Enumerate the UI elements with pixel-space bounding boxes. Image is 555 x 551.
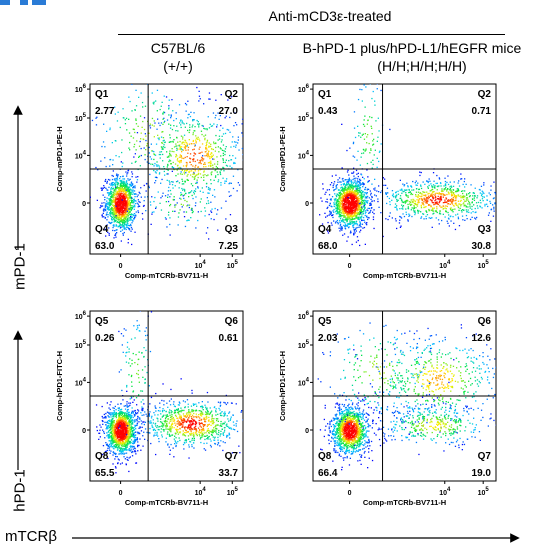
quadrant-name: Q1 bbox=[318, 89, 332, 100]
quadrant-percent: 0.61 bbox=[219, 333, 239, 344]
x-tick-label: 0 bbox=[348, 263, 352, 270]
quadrant-percent: 65.5 bbox=[95, 468, 115, 479]
group-right-name: B-hPD-1 plus/hPD-L1/hEGFR mice bbox=[302, 40, 522, 56]
quadrant-name: Q2 bbox=[478, 89, 492, 100]
group-left-name: C57BL/6 bbox=[150, 40, 206, 56]
quadrant-name: Q6 bbox=[225, 316, 239, 327]
y-axis-title: Comp-hPD1-FITC-H bbox=[278, 351, 287, 421]
quadrant-name: Q3 bbox=[478, 224, 492, 235]
group-right-genotype: (H/H;H/H;H/H) bbox=[377, 58, 467, 74]
x-tick-label: 104 bbox=[439, 260, 451, 270]
x-axis-title: Comp-mTCRb-BV711-H bbox=[363, 498, 446, 507]
quadrant-name: Q8 bbox=[318, 451, 332, 462]
quadrant-name: Q4 bbox=[318, 224, 332, 235]
treatment-label: Anti-mCD3ε-treated bbox=[268, 8, 392, 24]
quadrant-percent: 2.03 bbox=[318, 333, 338, 344]
y-axis-title: Comp-mPD1-PE-H bbox=[55, 126, 64, 191]
y-tick-label: 106 bbox=[298, 84, 310, 94]
quadrant-name: Q7 bbox=[225, 451, 239, 462]
x-tick-label: 104 bbox=[195, 487, 207, 497]
quadrant-name: Q6 bbox=[478, 316, 492, 327]
quadrant-name: Q3 bbox=[225, 224, 239, 235]
y-tick-label: 106 bbox=[75, 311, 87, 321]
x-tick-label: 0 bbox=[348, 490, 352, 497]
y-axis-title: Comp-mPD1-PE-H bbox=[278, 126, 287, 191]
x-tick-label: 105 bbox=[227, 487, 239, 497]
quadrant-percent: 0.43 bbox=[318, 106, 338, 117]
x-tick-label: 104 bbox=[439, 487, 451, 497]
y-tick-label: 104 bbox=[75, 150, 87, 160]
plot-top-left: Q1 2.77 Q2 27.0 Q3 7.25 Q4 63.0 0 104 105 106 0 104 10… bbox=[55, 83, 244, 280]
quadrant-name: Q5 bbox=[95, 316, 109, 327]
header-divider bbox=[118, 34, 505, 35]
y-tick-label: 106 bbox=[75, 84, 87, 94]
logo-fragment bbox=[0, 0, 48, 6]
x-tick-label: 105 bbox=[478, 260, 490, 270]
event-cloud bbox=[317, 322, 496, 471]
x-axis-title: Comp-mTCRb-BV711-H bbox=[125, 271, 208, 280]
quadrant-percent: 2.77 bbox=[95, 106, 115, 117]
x-axis-title: Comp-mTCRb-BV711-H bbox=[363, 271, 446, 280]
x-tick-label: 0 bbox=[119, 263, 123, 270]
group-left-genotype: (+/+) bbox=[163, 58, 193, 74]
quadrant-percent: 7.25 bbox=[219, 241, 239, 252]
quadrant-percent: 63.0 bbox=[95, 241, 115, 252]
quadrant-percent: 66.4 bbox=[318, 468, 338, 479]
y-tick-label: 0 bbox=[82, 201, 86, 208]
y-tick-label: 0 bbox=[305, 428, 309, 435]
plot-bottom-left: Q5 0.26 Q6 0.61 Q7 33.7 Q8 65.5 0 104 105 106 0 104 10… bbox=[55, 310, 244, 507]
y-tick-label: 105 bbox=[75, 340, 87, 350]
quadrant-name: Q4 bbox=[95, 224, 109, 235]
x-tick-label: 0 bbox=[119, 490, 123, 497]
x-axis-title: Comp-mTCRb-BV711-H bbox=[125, 498, 208, 507]
quadrant-name: Q1 bbox=[95, 89, 109, 100]
quadrant-percent: 0.26 bbox=[95, 333, 115, 344]
quadrant-percent: 33.7 bbox=[219, 468, 239, 479]
quadrant-percent: 68.0 bbox=[318, 241, 338, 252]
y-tick-label: 0 bbox=[82, 428, 86, 435]
y-tick-label: 104 bbox=[298, 150, 310, 160]
x-tick-label: 105 bbox=[227, 260, 239, 270]
y-tick-label: 105 bbox=[298, 340, 310, 350]
y-tick-label: 104 bbox=[75, 377, 87, 387]
event-cloud bbox=[90, 84, 243, 246]
x-tick-label: 104 bbox=[195, 260, 207, 270]
quadrant-name: Q8 bbox=[95, 451, 109, 462]
x-tick-label: 105 bbox=[478, 487, 490, 497]
event-cloud bbox=[95, 311, 243, 474]
quadrant-percent: 27.0 bbox=[219, 106, 239, 117]
y-tick-label: 105 bbox=[75, 113, 87, 123]
quadrant-percent: 12.6 bbox=[472, 333, 492, 344]
quadrant-percent: 30.8 bbox=[472, 241, 492, 252]
y-tick-label: 105 bbox=[298, 113, 310, 123]
x-axis-label-mtcrb: mTCRβ bbox=[5, 528, 57, 545]
y-tick-label: 104 bbox=[298, 377, 310, 387]
y-tick-label: 0 bbox=[305, 201, 309, 208]
plot-bottom-right: Q5 2.03 Q6 12.6 Q7 19.0 Q8 66.4 0 104 105 106 0 104 10… bbox=[278, 310, 497, 507]
quadrant-percent: 0.71 bbox=[472, 106, 492, 117]
quadrant-name: Q2 bbox=[225, 89, 239, 100]
y-tick-label: 106 bbox=[298, 311, 310, 321]
event-cloud bbox=[319, 84, 496, 247]
y-axis-title: Comp-hPD1-FITC-H bbox=[55, 351, 64, 421]
plot-top-right: Q1 0.43 Q2 0.71 Q3 30.8 Q4 68.0 0 104 105 106 0 104 10… bbox=[278, 83, 497, 280]
quadrant-percent: 19.0 bbox=[472, 468, 492, 479]
quadrant-name: Q5 bbox=[318, 316, 332, 327]
quadrant-name: Q7 bbox=[478, 451, 492, 462]
